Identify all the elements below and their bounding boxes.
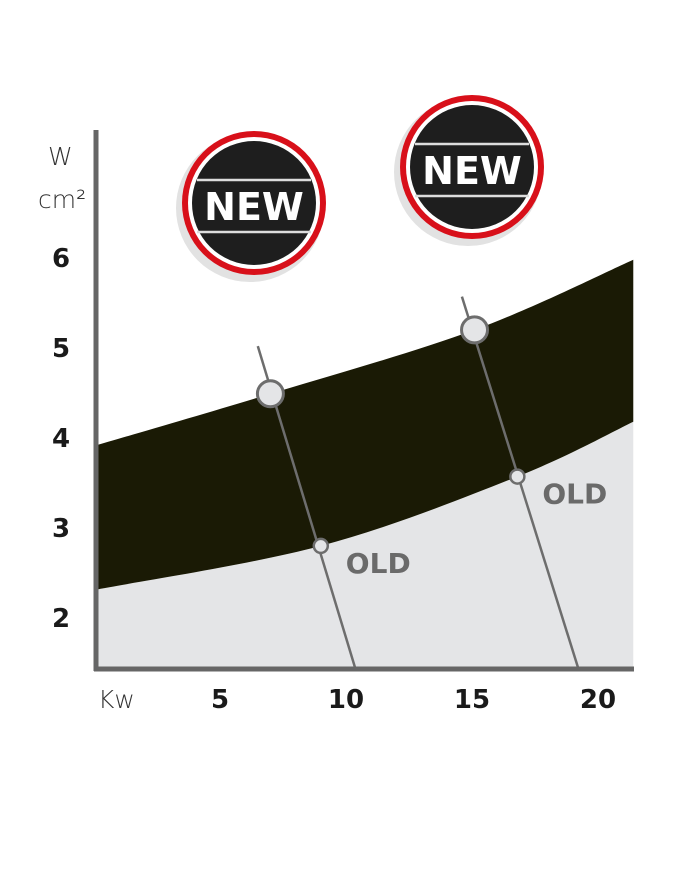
old-point-marker: [312, 537, 330, 555]
old-point-marker: [509, 468, 526, 485]
new-band: [94, 259, 634, 590]
y-tick-label: 5: [52, 334, 70, 364]
y-unit-bottom: cm²: [38, 185, 86, 214]
badge-disc: [192, 141, 316, 265]
old-label: OLD: [346, 547, 411, 580]
badge-label: NEW: [204, 185, 304, 229]
y-tick-label: 2: [52, 604, 70, 634]
x-axis-label: Kw: [98, 685, 135, 714]
x-tick-label: 10: [328, 685, 364, 715]
y-tick-label: 3: [52, 514, 70, 544]
new-point-marker: [255, 379, 285, 409]
old-label: OLD: [542, 478, 607, 511]
x-tick-label: 20: [580, 685, 616, 715]
old-region: [94, 421, 634, 671]
y-tick-label: 4: [52, 424, 70, 454]
badge-label: NEW: [422, 149, 522, 193]
badge-disc: [410, 105, 534, 229]
x-tick-label: 5: [211, 685, 229, 715]
x-tick-label: 15: [454, 685, 490, 715]
y-unit-top: W: [48, 142, 73, 171]
y-tick-label: 6: [52, 244, 70, 274]
new-point-marker: [460, 315, 490, 345]
